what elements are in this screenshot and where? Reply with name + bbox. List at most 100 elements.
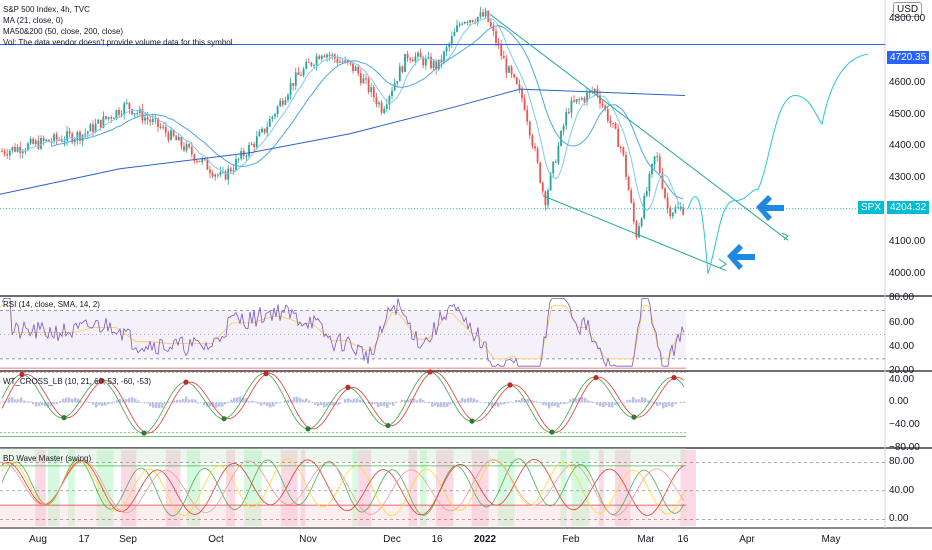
wt-hist-bar (299, 398, 302, 403)
time-tick-label: 16 (431, 534, 443, 545)
currency-button[interactable]: USD (893, 2, 923, 17)
bd-zone-green (497, 450, 515, 526)
wt-hist-bar (458, 400, 461, 403)
wedge-upper-trendline (489, 13, 789, 241)
wt-hist-bar (65, 397, 68, 403)
candle-body (92, 124, 94, 132)
wt-hist-bar (152, 402, 155, 408)
study-volume[interactable]: Vol: The data vendor doesn't provide vol… (3, 38, 235, 47)
candle-body (664, 188, 666, 198)
time-tick-label: Mar (637, 534, 655, 545)
wt-hist-bar (185, 396, 188, 403)
wt-hist-bar (572, 398, 575, 403)
candle-body (279, 100, 282, 107)
wt-pane-label[interactable]: WT_CROSS_LB (10, 21, 60, 53, -60, -53) (3, 377, 152, 386)
candle-body (89, 124, 92, 132)
candle-body (625, 154, 627, 177)
candle-body (489, 21, 492, 27)
candle-body (435, 61, 438, 70)
bd-pane-label[interactable]: BD Wave Master (swing) (3, 454, 92, 463)
wt-hist-bar (377, 402, 380, 408)
wt-hist-bar (557, 402, 560, 408)
wt-hist-bar (428, 402, 431, 404)
candle-body (300, 75, 302, 77)
wt-hist-bar (338, 402, 341, 405)
price-tick-label: 4100.00 (889, 235, 926, 247)
bd-zone-red (436, 450, 454, 526)
wedge-upper-arrowhead (781, 232, 789, 241)
candle-body (375, 97, 378, 105)
wt-hist-bar (473, 398, 476, 403)
wt-hist-bar (563, 402, 566, 405)
candle-body (513, 74, 516, 78)
candle-body (21, 151, 24, 154)
candle-body (294, 72, 297, 86)
candle-body (14, 146, 16, 152)
candle-body (107, 117, 110, 119)
wt-hist-bar (266, 402, 269, 407)
wt-hist-bar (2, 401, 5, 403)
candle-body (151, 118, 154, 122)
candle-body (29, 138, 32, 144)
time-tick-label: 17 (78, 534, 90, 545)
candle-body (3, 151, 6, 154)
wt-hist-bar (647, 400, 650, 403)
wt-cross-dot (345, 384, 351, 390)
rsi-pane-label[interactable]: RSI (14, close, SMA, 14, 2) (3, 300, 100, 309)
wt-hist-bar (569, 399, 572, 403)
candle-body (495, 31, 497, 44)
candle-body (32, 138, 35, 144)
wt-hist-bar (344, 399, 347, 403)
candle-body (105, 116, 107, 119)
wt-hist-bar (293, 397, 296, 403)
bd-zone-shading (35, 450, 696, 526)
candle-body (341, 61, 344, 63)
study-ma50-200[interactable]: MA50&200 (50, close, 200, close) (3, 27, 124, 36)
wt-hist-bar (296, 396, 299, 403)
rsi-line (1, 298, 685, 368)
price-tick-label: 4800.00 (889, 13, 926, 25)
candle-body (648, 173, 651, 192)
candle-body (193, 154, 196, 161)
wt-hist-bar (404, 399, 407, 403)
wt-hist-bar (29, 401, 32, 403)
wt-hist-bar (263, 402, 266, 405)
candle-body (630, 190, 633, 203)
candle-body (63, 140, 66, 142)
candle-body (578, 99, 581, 101)
wt-hist-bar (599, 402, 602, 407)
wt-hist-bar (257, 402, 260, 404)
candle-body (125, 102, 128, 104)
wt-hist-bar (425, 402, 428, 404)
wt-hist-bar (212, 402, 215, 408)
candlestick-series (1, 6, 685, 240)
candle-body (320, 55, 323, 60)
candle-body (37, 140, 40, 149)
candle-body (567, 112, 570, 114)
wt-hist-bar (275, 402, 278, 405)
bd-zone-green (68, 450, 75, 526)
study-ma21[interactable]: MA (21, close, 0) (3, 16, 64, 25)
candle-body (456, 25, 458, 32)
candle-body (573, 100, 575, 102)
wt-hist-bar (272, 402, 275, 407)
wt-hist-bar (386, 402, 389, 409)
symbol-title: S&P 500 Index, 4h, TVC (3, 5, 90, 14)
candle-body (622, 147, 625, 155)
candle-body (599, 95, 601, 104)
candle-body (463, 22, 466, 24)
candle-body (448, 43, 451, 48)
candle-body (391, 90, 393, 97)
candle-body (378, 102, 380, 105)
candle-body (352, 63, 354, 72)
wt-hist-bar (527, 399, 530, 403)
wt-hist-bar (188, 399, 191, 403)
wt-hist-bar (347, 398, 350, 403)
wt-hist-bar (221, 402, 224, 407)
time-tick-label: Nov (299, 534, 317, 545)
candle-body (53, 134, 55, 142)
candle-body (180, 136, 183, 147)
wt-hist-bar (335, 402, 338, 405)
candle-body (612, 122, 614, 124)
